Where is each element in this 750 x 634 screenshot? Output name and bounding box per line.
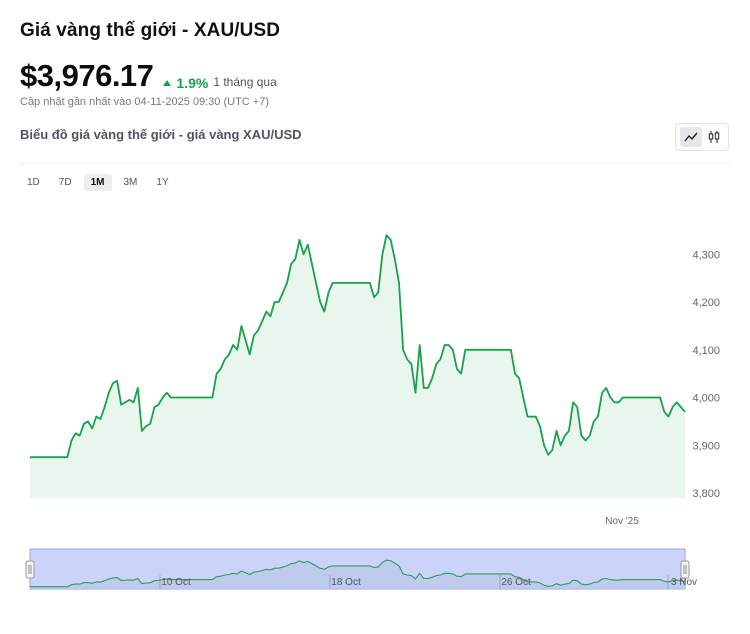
- navigator-label: 10 Oct: [161, 577, 191, 588]
- y-tick-label: 3,800: [692, 488, 720, 500]
- navigator-handle-left[interactable]: [25, 560, 35, 579]
- range-3m[interactable]: 3M: [123, 177, 138, 188]
- up-arrow-icon: [163, 80, 172, 86]
- range-7d[interactable]: 7D: [58, 177, 72, 188]
- navigator-label: 3 Nov: [671, 577, 697, 588]
- navigator-area: [30, 560, 685, 589]
- change-period: 1 tháng qua: [213, 75, 277, 89]
- x-tick-label: Nov '25: [605, 516, 639, 527]
- y-tick-label: 3,900: [692, 440, 720, 452]
- navigator-handle-right[interactable]: [680, 560, 690, 579]
- price-row: $3,976.17 1.9% 1 tháng qua: [20, 58, 277, 94]
- chart-subtitle: Biểu đồ giá vàng thế giới - giá vàng XAU…: [20, 127, 302, 142]
- navigator-line: [30, 559, 686, 588]
- y-tick-label: 4,100: [692, 345, 720, 357]
- page-title: Giá vàng thế giới - XAU/USD: [20, 20, 281, 41]
- range-1m[interactable]: 1M: [83, 174, 112, 191]
- current-price: $3,976.17: [20, 58, 154, 93]
- last-updated: Cập nhật gần nhất vào 04-11-2025 09:30 (…: [20, 96, 269, 108]
- chart-type-toggle: [675, 123, 729, 151]
- line-chart-icon: [683, 132, 698, 142]
- range-1y[interactable]: 1Y: [156, 177, 169, 188]
- range-1d[interactable]: 1D: [27, 177, 40, 188]
- navigator-label: 18 Oct: [331, 577, 361, 588]
- price-change-value: 1.9%: [176, 75, 209, 91]
- divider: [20, 163, 730, 164]
- price-area: [30, 235, 685, 498]
- range-selector: 1D 7D 1M 3M 1Y: [20, 174, 181, 191]
- y-tick-label: 4,300: [692, 249, 720, 261]
- candlestick-button[interactable]: [703, 127, 725, 147]
- line-chart-button[interactable]: [679, 127, 702, 147]
- candlestick-icon: [708, 131, 719, 143]
- price-line: [30, 234, 686, 459]
- navigator-label: 26 Oct: [501, 577, 531, 588]
- y-tick-label: 4,200: [692, 297, 720, 309]
- price-change: 1.9%: [163, 75, 208, 91]
- y-tick-label: 4,000: [692, 393, 720, 405]
